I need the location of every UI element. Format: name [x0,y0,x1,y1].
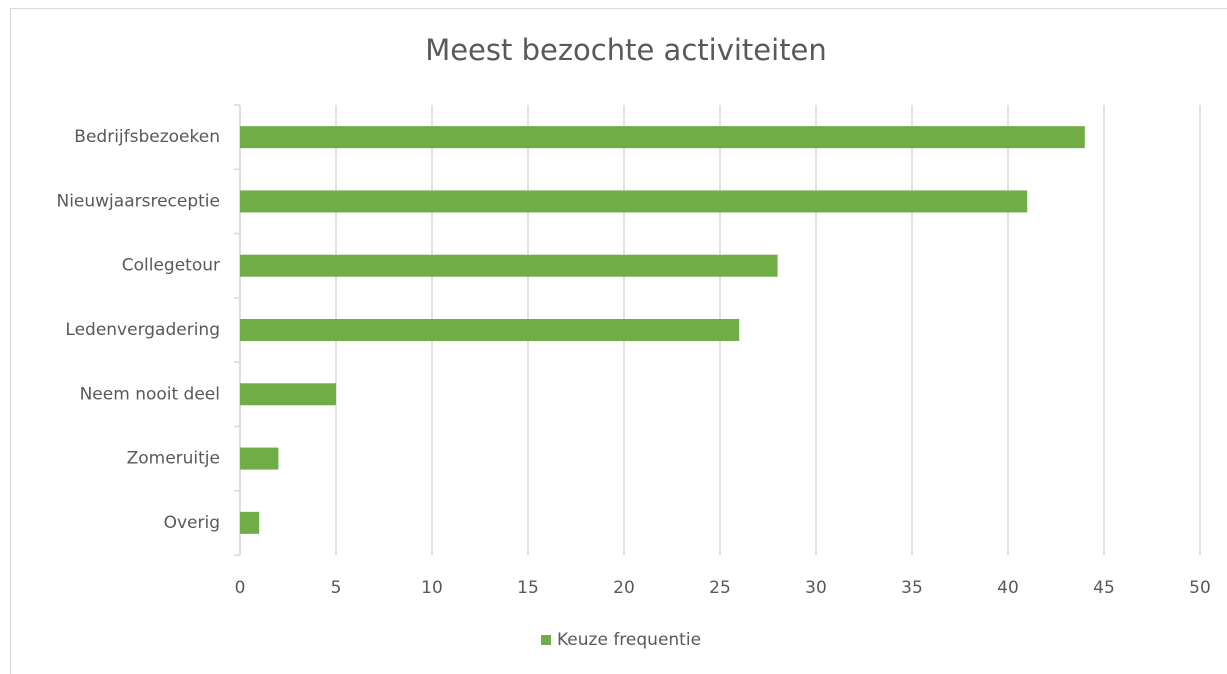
x-tick-label: 30 [805,578,827,598]
chart-title: Meest bezochte activiteiten [425,33,827,67]
legend-label: Keuze frequentie [557,630,701,650]
bar [240,383,336,406]
x-tick-label: 0 [235,578,246,598]
bar [240,254,778,277]
x-tick-label: 40 [997,578,1019,598]
legend-swatch [541,635,551,645]
y-tick-label: Neem nooit deel [80,384,220,404]
bar [240,319,740,341]
bar [240,126,1085,149]
y-tick-label: Nieuwjaarsreceptie [56,191,220,211]
x-tick-label: 35 [901,578,923,598]
bar [240,447,279,470]
x-tick-label: 45 [1093,578,1115,598]
y-tick-label: Overig [164,513,220,533]
y-tick-label: Zomeruitje [127,449,220,469]
bar [240,511,260,534]
x-tick-label: 10 [421,578,443,598]
x-tick-label: 25 [709,578,731,598]
x-tick-label: 5 [331,578,342,598]
chart-frame [10,8,1227,674]
y-tick-label: Bedrijfsbezoeken [74,127,220,147]
x-tick-label: 50 [1189,578,1211,598]
y-tick-label: Collegetour [122,256,220,276]
y-tick-label: Ledenvergadering [65,320,220,340]
x-tick-label: 20 [613,578,635,598]
bar [240,190,1028,213]
x-tick-label: 15 [517,578,539,598]
